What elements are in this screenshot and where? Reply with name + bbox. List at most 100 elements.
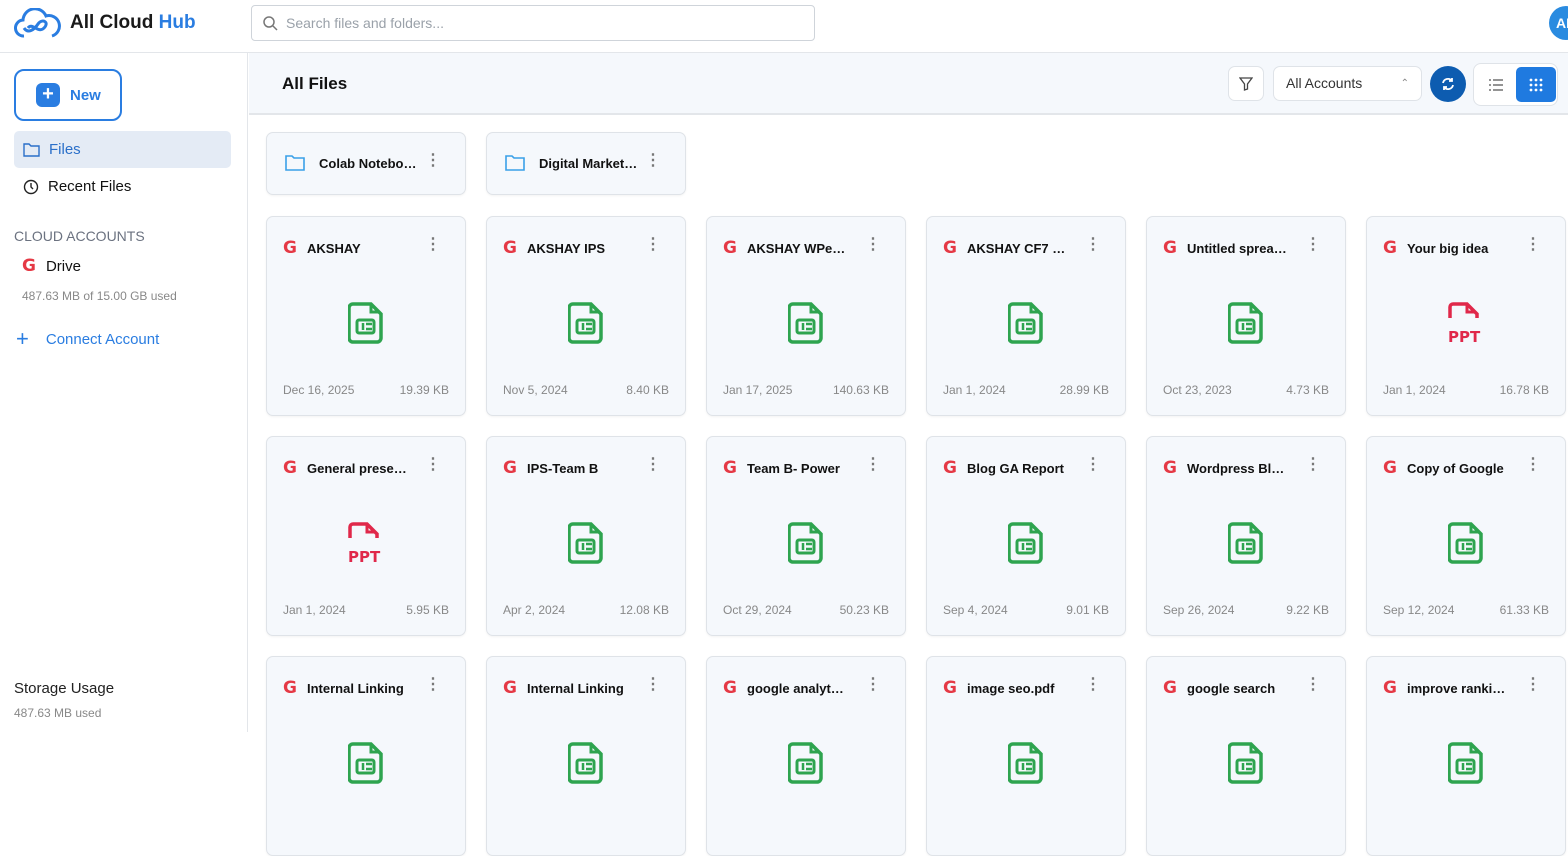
filter-icon [1239,76,1253,91]
folder-card[interactable]: Digital Marketing ⋮ [486,132,686,195]
google-drive-icon: G [723,458,737,478]
plus-icon: + [36,83,60,107]
google-drive-icon: G [1163,678,1177,698]
more-options-icon[interactable]: ⋮ [865,236,881,253]
google-drive-icon: G [283,678,297,698]
file-card[interactable]: G Blog GA Report ⋮ Sep 4, 2024 9.01 KB [926,436,1126,636]
grid-view-button[interactable] [1516,67,1556,102]
spreadsheet-file-icon [1007,302,1043,344]
file-name: Copy of Google [1407,461,1504,476]
storage-usage-value: 487.63 MB used [14,706,102,720]
file-name: Internal Linking [307,681,404,696]
filter-button[interactable] [1228,66,1264,101]
more-options-icon[interactable]: ⋮ [1305,456,1321,473]
connect-account-label: Connect Account [45,330,160,348]
file-card[interactable]: G General presentation ⋮ PPT Jan 1, 2024 5.95… [266,436,466,636]
google-drive-icon: G [503,458,517,478]
list-view-button[interactable] [1478,67,1514,102]
file-size: 19.39 KB [399,383,449,397]
file-card[interactable]: G Wordpress Blog ⋮ Sep 26, 2024 9.22 KB [1146,436,1346,636]
file-card[interactable]: G AKSHAY WPeople ⋮ Jan 17, 2025 140.63 KB [706,216,906,416]
search-box[interactable] [251,5,815,41]
top-bar: All Cloud Hub AI [0,0,1568,53]
file-size: 8.40 KB [626,383,669,397]
file-date: Oct 23, 2023 [1163,383,1232,397]
file-card[interactable]: G AKSHAY ⋮ Dec 16, 2025 19.39 KB [266,216,466,416]
file-size: 5.95 KB [406,603,449,617]
more-options-icon[interactable]: ⋮ [645,456,661,473]
storage-usage-title: Storage Usage [14,680,115,697]
sidebar-item-label: Files [49,141,81,158]
spreadsheet-file-icon [567,522,603,564]
file-card[interactable]: G AKSHAY IPS ⋮ Nov 5, 2024 8.40 KB [486,216,686,416]
more-options-icon[interactable]: ⋮ [1085,676,1101,693]
file-type-icon [1447,742,1484,789]
page-title: All Files [282,74,348,93]
file-date: Sep 4, 2024 [943,603,1008,617]
folder-card[interactable]: Colab Notebooks ⋮ [266,132,466,195]
file-name: Your big idea [1407,241,1489,256]
svg-text:PPT: PPT [348,548,381,566]
file-type-icon [1007,522,1044,569]
file-card[interactable]: G Internal Linking ⋮ [486,656,686,856]
spreadsheet-file-icon [1447,742,1483,784]
file-name: Wordpress Blog [1187,461,1287,476]
app-logo[interactable]: All Cloud Hub [14,8,196,38]
sidebar: + New Files Recent Files CLOUD ACCOUNTS G… [0,53,248,732]
file-name: AKSHAY [307,241,361,256]
new-button[interactable]: + New [14,69,122,121]
google-drive-icon: G [943,238,957,258]
file-type-icon [1227,742,1264,789]
plus-icon: + [16,326,29,351]
file-card[interactable]: G Internal Linking ⋮ [266,656,466,856]
more-options-icon[interactable]: ⋮ [645,676,661,693]
file-card[interactable]: G IPS-Team B ⋮ Apr 2, 2024 12.08 KB [486,436,686,636]
spreadsheet-file-icon [1007,522,1043,564]
google-drive-icon: G [283,458,297,478]
more-options-icon[interactable]: ⋮ [645,152,661,169]
more-options-icon[interactable]: ⋮ [1305,236,1321,253]
file-type-icon [1447,522,1484,569]
account-select[interactable]: All Accounts ⌃ [1273,66,1422,101]
google-drive-icon: G [723,678,737,698]
file-size: 9.01 KB [1066,603,1109,617]
file-type-icon [1227,522,1264,569]
file-date: Sep 12, 2024 [1383,603,1455,617]
file-name: AKSHAY IPS [527,241,606,256]
user-avatar[interactable]: AI [1549,6,1568,40]
more-options-icon[interactable]: ⋮ [645,236,661,253]
connect-account-button[interactable]: + Connect Account [16,326,159,352]
more-options-icon[interactable]: ⋮ [1085,456,1101,473]
more-options-icon[interactable]: ⋮ [425,236,441,253]
more-options-icon[interactable]: ⋮ [1525,236,1541,253]
more-options-icon[interactable]: ⋮ [865,456,881,473]
file-card[interactable]: G Copy of Google ⋮ Sep 12, 2024 61.33 KB [1366,436,1566,636]
sidebar-item-files[interactable]: Files [14,131,231,168]
more-options-icon[interactable]: ⋮ [1525,456,1541,473]
file-name: Blog GA Report [967,461,1065,476]
sidebar-item-recent-files[interactable]: Recent Files [14,168,231,205]
google-drive-icon: G [723,238,737,258]
more-options-icon[interactable]: ⋮ [1525,676,1541,693]
account-drive[interactable]: G Drive [22,256,81,276]
file-date: Dec 16, 2025 [283,383,355,397]
file-card[interactable]: G Team B- Power ⋮ Oct 29, 2024 50.23 KB [706,436,906,636]
file-card[interactable]: G AKSHAY CF7 Sheet ⋮ Jan 1, 2024 28.99 KB [926,216,1126,416]
more-options-icon[interactable]: ⋮ [865,676,881,693]
more-options-icon[interactable]: ⋮ [425,676,441,693]
more-options-icon[interactable]: ⋮ [1085,236,1101,253]
google-drive-icon: G [1383,458,1397,478]
more-options-icon[interactable]: ⋮ [425,456,441,473]
refresh-button[interactable] [1430,66,1466,102]
file-size: 16.78 KB [1499,383,1549,397]
file-card[interactable]: G Untitled spreadsheet ⋮ Oct 23, 2023 4.73 K… [1146,216,1346,416]
more-options-icon[interactable]: ⋮ [1305,676,1321,693]
more-options-icon[interactable]: ⋮ [425,152,441,169]
file-card[interactable]: G Your big idea ⋮ PPT Jan 1, 2024 16.78 KB [1366,216,1566,416]
file-name: google search [1187,681,1276,696]
search-input[interactable] [286,15,786,31]
